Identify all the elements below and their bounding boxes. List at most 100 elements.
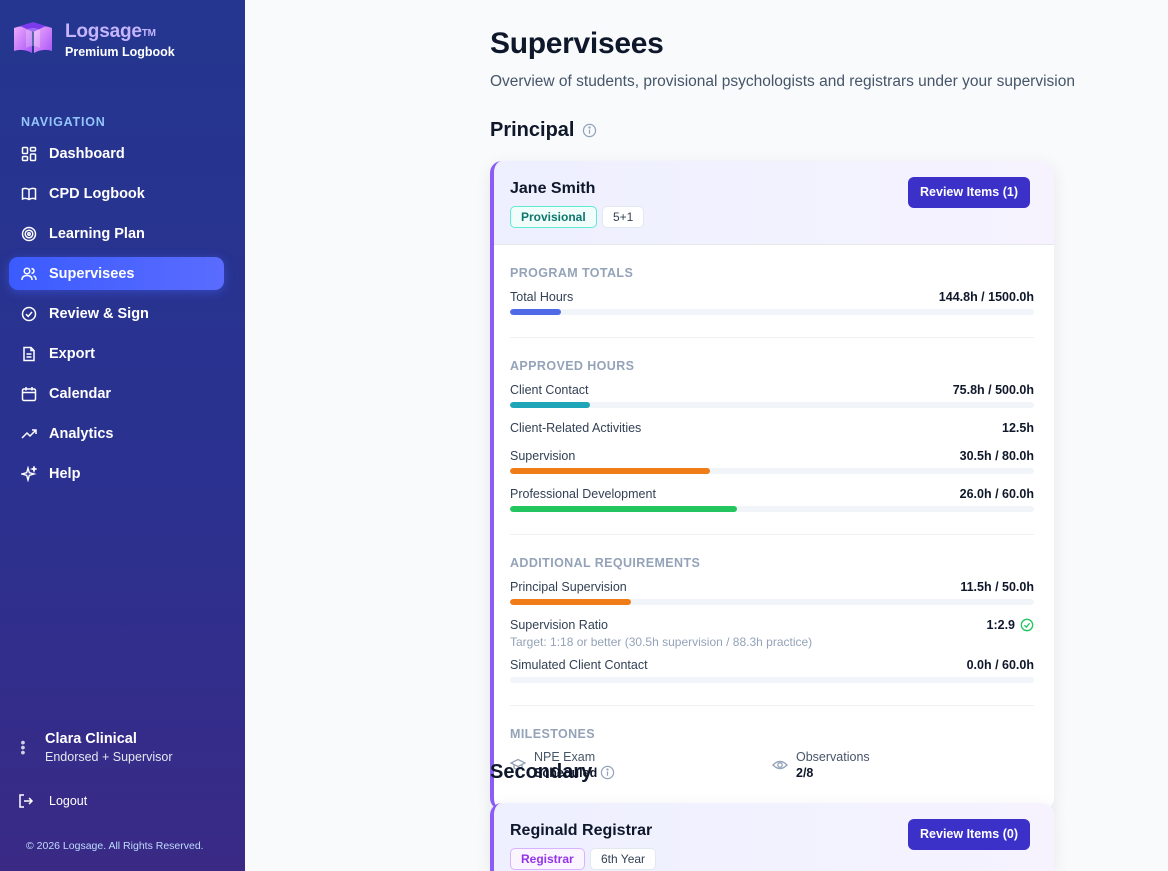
progress-fill	[510, 599, 631, 605]
sidebar: LogsageTM Premium Logbook NAVIGATION Das…	[0, 0, 245, 871]
program-badge: 6th Year	[590, 848, 657, 870]
group-title: MILESTONES	[510, 727, 596, 741]
supervisee-card-principal: Jane Smith Provisional 5+1 Review Items …	[490, 161, 1054, 810]
nav-item-review-sign[interactable]: Review & Sign	[9, 297, 224, 330]
info-icon[interactable]	[582, 123, 597, 138]
nav-item-calendar[interactable]: Calendar	[9, 377, 224, 410]
eye-icon	[772, 757, 788, 773]
milestone-npe-exam: NPE Exam Scheduled	[510, 750, 772, 780]
logout-button[interactable]: Logout	[18, 793, 87, 809]
progress-fill	[510, 468, 710, 474]
group-title: APPROVED HOURS	[510, 359, 635, 373]
milestone-label: Observations	[796, 750, 870, 764]
progress-bar	[510, 599, 1034, 605]
metric-label: Principal Supervision	[510, 580, 627, 594]
metric-value: 0.0h / 60.0h	[966, 658, 1034, 672]
card-header: Reginald Registrar Registrar 6th Year Re…	[494, 803, 1054, 871]
nav-label: Calendar	[49, 385, 112, 402]
supervisee-card-secondary: Reginald Registrar Registrar 6th Year Re…	[490, 803, 1054, 871]
target-icon	[21, 226, 37, 242]
nav-label: Review & Sign	[49, 305, 149, 322]
metric-label: Professional Development	[510, 487, 656, 501]
graduation-cap-icon	[510, 757, 526, 773]
progress-bar	[510, 506, 1034, 512]
progress-fill	[510, 309, 561, 315]
metric-label: Client-Related Activities	[510, 421, 642, 435]
review-items-button[interactable]: Review Items (0)	[908, 819, 1030, 850]
nav-label: Help	[49, 465, 81, 482]
milestone-value: Scheduled	[534, 766, 598, 780]
supervisee-name: Reginald Registrar	[510, 822, 653, 839]
metric-supervision-ratio: Supervision Ratio 1:2.9	[510, 617, 1034, 633]
brand-subtitle: Premium Logbook	[65, 45, 175, 59]
metric-label: Simulated Client Contact	[510, 658, 648, 672]
section-principal: Principal	[490, 119, 597, 142]
milestone-value: 2/8	[796, 766, 814, 780]
additional-requirements: ADDITIONAL REQUIREMENTS Principal Superv…	[510, 535, 1034, 706]
check-circle-icon	[1020, 618, 1034, 632]
nav-item-help[interactable]: Help	[9, 457, 224, 490]
progress-fill	[510, 402, 590, 408]
ratio-target: Target: 1:18 or better (30.5h supervisio…	[510, 635, 813, 649]
progress-bar	[510, 402, 1034, 408]
user-role: Endorsed + Supervisor	[45, 750, 173, 764]
metric-value: 30.5h / 80.0h	[959, 449, 1034, 463]
group-title: ADDITIONAL REQUIREMENTS	[510, 556, 701, 570]
progress-fill	[510, 506, 737, 512]
group-title: PROGRAM TOTALS	[510, 266, 634, 280]
progress-bar	[510, 309, 1034, 315]
logo-book-icon	[14, 22, 52, 53]
metric-client-related: Client-Related Activities 12.5h	[510, 420, 1034, 436]
metric-simulated-client-contact: Simulated Client Contact 0.0h / 60.0h	[510, 657, 1034, 673]
milestone-label: NPE Exam	[534, 750, 596, 764]
calendar-icon	[21, 386, 37, 402]
metric-supervision: Supervision 30.5h / 80.0h	[510, 448, 1034, 464]
metric-label: Client Contact	[510, 383, 589, 397]
metric-client-contact: Client Contact 75.8h / 500.0h	[510, 382, 1034, 398]
metric-value: 144.8h / 1500.0h	[938, 290, 1034, 304]
nav-item-learning-plan[interactable]: Learning Plan	[9, 217, 224, 250]
logout-icon	[18, 793, 34, 809]
nav-item-cpd-logbook[interactable]: CPD Logbook	[9, 177, 224, 210]
nav-item-supervisees[interactable]: Supervisees	[9, 257, 224, 290]
progress-bar	[510, 677, 1034, 683]
user-profile[interactable]: • • • Clara Clinical Endorsed + Supervisor	[18, 731, 173, 764]
status-badge: Registrar	[510, 848, 585, 870]
trending-icon	[21, 426, 37, 442]
milestones: MILESTONES NPE Exam Scheduled	[510, 706, 1034, 810]
review-items-button[interactable]: Review Items (1)	[908, 177, 1030, 208]
nav-item-dashboard[interactable]: Dashboard	[9, 137, 224, 170]
brand[interactable]: LogsageTM Premium Logbook	[12, 20, 175, 59]
nav-label: Learning Plan	[49, 225, 145, 242]
metric-principal-supervision: Principal Supervision 11.5h / 50.0h	[510, 579, 1034, 595]
nav-item-export[interactable]: Export	[9, 337, 224, 370]
nav-item-analytics[interactable]: Analytics	[9, 417, 224, 450]
nav-label: Analytics	[49, 425, 114, 442]
metric-label: Supervision	[510, 449, 576, 463]
user-name: Clara Clinical	[45, 731, 137, 747]
book-icon	[21, 186, 37, 202]
check-circle-icon	[21, 306, 37, 322]
section-title: Secondary	[490, 761, 593, 783]
metric-value: 11.5h / 50.0h	[960, 580, 1034, 594]
status-badge: Provisional	[510, 206, 597, 228]
metric-value: 75.8h / 500.0h	[952, 383, 1034, 397]
nav-heading: NAVIGATION	[21, 115, 106, 129]
section-title: Principal	[490, 119, 575, 141]
dashboard-icon	[21, 146, 37, 162]
milestone-observations: Observations 2/8	[772, 750, 1034, 780]
nav-label: Supervisees	[49, 265, 135, 282]
approved-hours: APPROVED HOURS Client Contact 75.8h / 50…	[510, 338, 1034, 535]
nav-label: CPD Logbook	[49, 185, 145, 202]
info-icon[interactable]	[600, 765, 615, 780]
supervisee-name: Jane Smith	[510, 180, 596, 197]
card-header: Jane Smith Provisional 5+1 Review Items …	[494, 161, 1054, 245]
brand-name: Logsage	[65, 21, 142, 42]
program-totals: PROGRAM TOTALS Total Hours 144.8h / 1500…	[510, 245, 1034, 338]
metric-value: 26.0h / 60.0h	[959, 487, 1034, 501]
file-icon	[21, 346, 37, 362]
nav-label: Dashboard	[49, 145, 125, 162]
metric-professional-development: Professional Development 26.0h / 60.0h	[510, 486, 1034, 502]
more-vertical-icon[interactable]: • • •	[20, 734, 26, 760]
metric-label: Supervision Ratio	[510, 618, 608, 632]
